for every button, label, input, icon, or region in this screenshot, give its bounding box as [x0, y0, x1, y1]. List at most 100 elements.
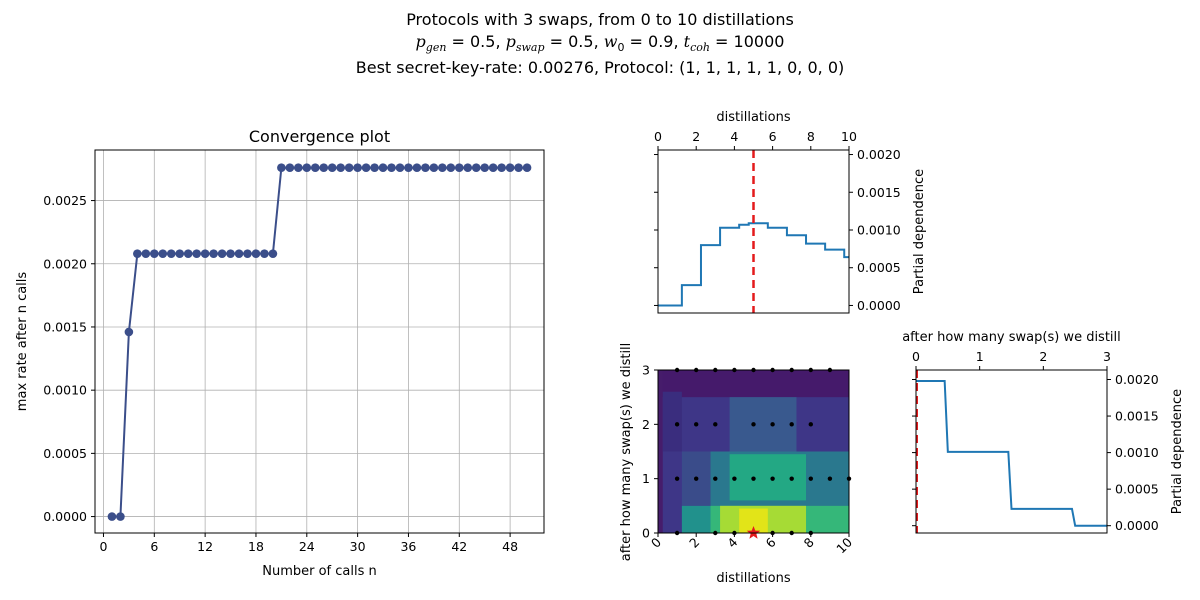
- data-point: [438, 163, 447, 172]
- y-tick-label: 0.0005: [1115, 482, 1159, 497]
- plot-title: Convergence plot: [249, 127, 390, 146]
- x-tick-label: 48: [502, 539, 518, 554]
- y-axis-label: max rate after n calls: [15, 272, 30, 412]
- data-point: [412, 163, 422, 172]
- data-point: [421, 163, 430, 172]
- sample-point: [808, 476, 813, 481]
- data-point: [327, 163, 337, 172]
- sample-point: [751, 422, 756, 427]
- x-tick-label: 10: [841, 129, 857, 144]
- best-point-star: [746, 526, 761, 539]
- data-point: [353, 163, 362, 172]
- sample-point: [713, 476, 718, 481]
- data-point: [277, 163, 286, 172]
- data-point: [488, 163, 498, 172]
- sample-point: [694, 422, 699, 427]
- data-point: [209, 249, 218, 258]
- heatmap-contour-region: [662, 391, 682, 452]
- x-tick-label: 10: [833, 534, 855, 556]
- x-tick-label: 0: [99, 539, 107, 554]
- x-tick-label: 0: [912, 349, 920, 364]
- convergence-series-line: [111, 166, 528, 518]
- x-tick-label: 2: [1039, 349, 1047, 364]
- sample-point: [808, 422, 813, 427]
- sample-point: [770, 476, 775, 481]
- data-point: [302, 163, 312, 172]
- x-tick-label: 24: [299, 539, 315, 554]
- partial-dependence-line: [916, 379, 1107, 527]
- x-tick-label: 2: [692, 129, 700, 144]
- sample-point: [789, 422, 794, 427]
- x-tick-label: 1: [976, 349, 984, 364]
- plot-frame: [915, 369, 1108, 534]
- data-point: [133, 249, 142, 258]
- data-point: [378, 163, 388, 172]
- x-tick-label: 6: [769, 129, 777, 144]
- x-axis-label: after how many swap(s) we distill: [902, 330, 1121, 345]
- y-tick-label: 0.0005: [43, 446, 87, 461]
- data-point: [251, 249, 261, 258]
- y-tick-label: 0.0020: [857, 147, 901, 162]
- data-point: [480, 163, 489, 172]
- data-point: [454, 163, 464, 172]
- x-axis-label: distillations: [716, 571, 790, 586]
- x-tick-label: 36: [400, 539, 416, 554]
- data-point: [463, 163, 473, 172]
- data-point: [175, 249, 185, 258]
- x-tick-label: 30: [350, 539, 366, 554]
- y-tick-label: 2: [642, 417, 650, 432]
- data-point: [226, 249, 235, 258]
- x-tick-label: 42: [451, 539, 467, 554]
- x-tick-label: 3: [1103, 349, 1111, 364]
- sample-point: [770, 422, 775, 427]
- y-tick-label: 0.0005: [857, 260, 901, 275]
- sample-point: [789, 476, 794, 481]
- data-point: [124, 327, 134, 337]
- partial-dependence-heatmap: 0 2 4 6 8 10 0 1 2 3 distillations after how many s…: [619, 343, 855, 586]
- data-point: [361, 163, 371, 172]
- data-point: [497, 163, 506, 172]
- heatmap-contour-region: [658, 370, 849, 398]
- plot-frame: [657, 149, 850, 314]
- data-point: [370, 163, 379, 172]
- y-tick-label: 0.0000: [857, 298, 901, 313]
- heatmap-contour-region: [729, 454, 807, 501]
- data-point: [192, 249, 201, 258]
- data-point: [344, 163, 354, 172]
- y-tick-label: 0.0025: [43, 193, 87, 208]
- y-tick-label: 0.0010: [1115, 445, 1159, 460]
- y-tick-label: 0.0015: [43, 319, 87, 334]
- heatmap-contour-region: [729, 397, 797, 452]
- figure-title-line-1: Protocols with 3 swaps, from 0 to 10 dis…: [406, 10, 794, 29]
- data-point: [310, 163, 320, 172]
- y-tick-label: 0.0000: [1115, 518, 1159, 533]
- y-tick-label: 0.0020: [1115, 372, 1159, 387]
- x-tick-label: 6: [150, 539, 158, 554]
- data-point: [268, 249, 278, 258]
- data-point: [183, 249, 193, 258]
- y-tick-label: 0.0000: [43, 509, 87, 524]
- x-tick-label: 4: [724, 534, 740, 550]
- x-tick-label: 4: [730, 129, 738, 144]
- data-point: [217, 249, 227, 258]
- convergence-plot: 0 6 12 18 24 30 36 42 48 0.0000 0.0005 0.0010 0.0015…: [15, 127, 545, 579]
- data-point: [260, 249, 269, 258]
- sample-point: [827, 476, 833, 481]
- data-point: [522, 163, 532, 172]
- data-point: [107, 512, 117, 521]
- data-point: [243, 249, 252, 258]
- heatmap-contour-region: [658, 370, 663, 533]
- sample-point: [674, 476, 680, 481]
- partial-dependence-distillations-plot: 0 2 4 6 8 10 0.0000 0.0005 0.0010 0.0015 0.0020 dis…: [654, 110, 927, 314]
- x-tick-label: 2: [686, 535, 702, 551]
- sample-point: [694, 476, 699, 481]
- plot-frame: [657, 369, 850, 534]
- data-point: [116, 512, 125, 521]
- y-tick-label: 0.0020: [43, 256, 87, 271]
- x-tick-label: 0: [654, 129, 662, 144]
- y-axis-label: Partial dependence: [912, 169, 927, 294]
- y-tick-label: 1: [642, 471, 650, 486]
- x-axis-label: Number of calls n: [262, 564, 377, 579]
- data-point: [234, 249, 244, 258]
- y-tick-label: 0.0010: [43, 383, 87, 398]
